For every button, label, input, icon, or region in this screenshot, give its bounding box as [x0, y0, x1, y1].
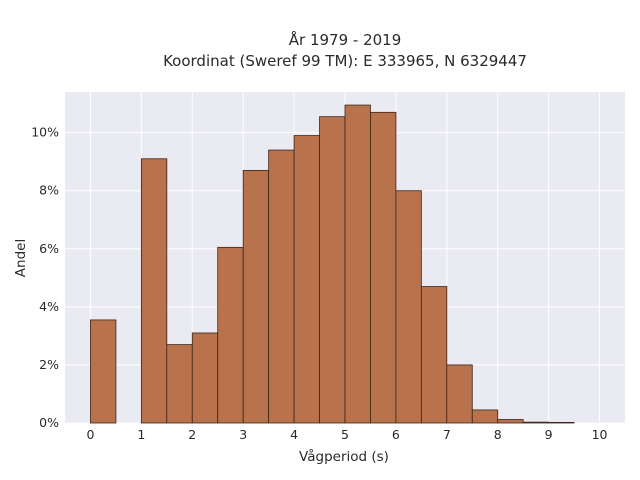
histogram-bar [293, 135, 320, 424]
y-tick-label: 8% [39, 183, 59, 198]
y-axis-label: Andel [13, 239, 29, 277]
histogram-bar [319, 116, 346, 424]
bars [90, 104, 575, 424]
histogram-bar [166, 344, 193, 424]
x-tick-label: 1 [137, 427, 145, 442]
x-tick-label: 7 [443, 427, 451, 442]
histogram-bar [370, 111, 397, 424]
y-tick-label: 0% [39, 415, 59, 430]
x-tick-label: 5 [341, 427, 349, 442]
histogram-bar [522, 421, 550, 424]
y-tick-label: 6% [39, 241, 59, 256]
histogram-bar [268, 149, 295, 424]
y-tick-label: 10% [31, 125, 59, 140]
x-tick-label: 0 [86, 427, 94, 442]
y-tick-labels: 0% 2% 4% 6% 8% 10% [31, 125, 59, 430]
x-tick-label: 4 [290, 427, 298, 442]
x-tick-label: 3 [239, 427, 247, 442]
histogram-bar [471, 409, 499, 424]
x-tick-label: 9 [545, 427, 553, 442]
histogram-bar [344, 104, 371, 424]
histogram-bar [140, 158, 168, 424]
x-tick-label: 10 [592, 427, 608, 442]
chart-title-line-2: Koordinat (Sweref 99 TM): E 333965, N 63… [163, 52, 527, 70]
histogram-bar [446, 364, 473, 424]
x-tick-labels: 0 1 2 3 4 5 6 7 8 9 10 [86, 427, 607, 442]
histogram-bar [548, 422, 575, 424]
x-tick-label: 8 [494, 427, 502, 442]
y-tick-label: 2% [39, 357, 59, 372]
histogram-bar [395, 190, 422, 424]
chart-title-line-1: År 1979 - 2019 [289, 30, 402, 49]
histogram-bar [90, 319, 117, 424]
y-tick-label: 4% [39, 299, 59, 314]
histogram-bar [217, 246, 244, 424]
histogram-bar [420, 286, 448, 424]
histogram-bar [497, 419, 524, 424]
histogram-bar [191, 332, 219, 424]
x-tick-label: 6 [392, 427, 400, 442]
x-tick-label: 2 [188, 427, 196, 442]
histogram-bar [242, 169, 270, 424]
x-axis-label: Vågperiod (s) [299, 448, 389, 465]
